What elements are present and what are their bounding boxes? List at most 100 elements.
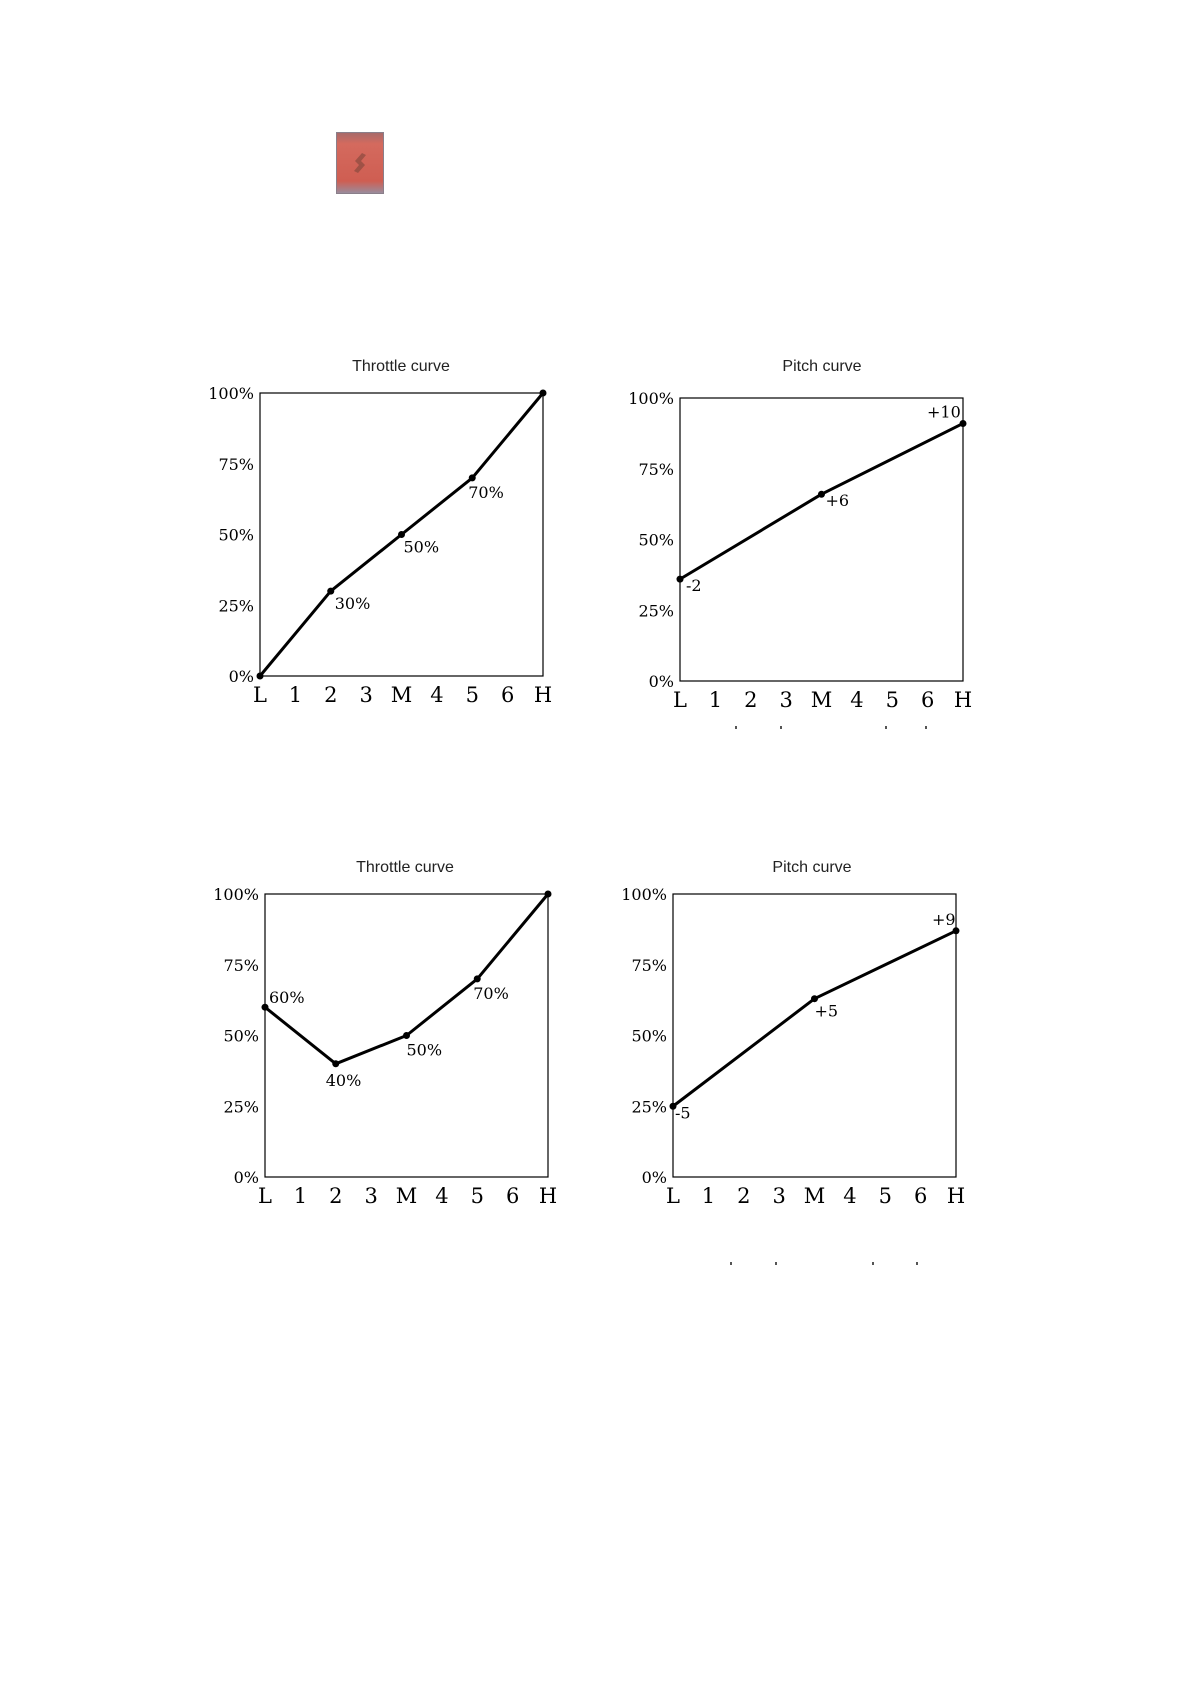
y-tick-label: 25% [218, 596, 254, 615]
y-tick-label: 0% [649, 672, 674, 691]
data-point [811, 995, 818, 1003]
y-tick-label: 25% [223, 1097, 259, 1116]
series-line [679, 422, 964, 581]
scan-artifact [735, 726, 737, 729]
data-point [669, 1102, 677, 1110]
data-label: +10 [927, 402, 961, 421]
scan-artifact [780, 726, 782, 729]
data-label: 60% [269, 988, 305, 1007]
data-label: -5 [675, 1103, 691, 1122]
data-label: +9 [932, 910, 956, 929]
y-tick-label: 100% [208, 384, 254, 403]
x-tick-label: 3 [772, 1184, 785, 1208]
x-tick-label: 2 [324, 683, 337, 707]
x-tick-label: H [539, 1184, 557, 1208]
y-tick-label: 100% [628, 389, 674, 408]
data-point [539, 389, 547, 397]
x-tick-label: 2 [329, 1184, 342, 1208]
plot-frame [679, 397, 964, 682]
y-tick-label: 75% [223, 956, 259, 975]
scan-artifact [885, 726, 887, 729]
data-label: 40% [326, 1071, 362, 1090]
chart-title: Pitch curve [782, 358, 861, 375]
scan-artifact [872, 1262, 874, 1265]
x-tick-label: 5 [886, 688, 899, 712]
x-tick-label: 5 [466, 683, 479, 707]
x-tick-label: L [258, 1184, 272, 1208]
x-tick-label: H [534, 683, 552, 707]
data-label: +6 [826, 491, 850, 510]
x-tick-label: L [673, 688, 687, 712]
y-tick-label: 50% [638, 531, 674, 550]
chart-title: Throttle curve [352, 358, 450, 375]
y-tick-label: 50% [223, 1027, 259, 1046]
x-tick-label: 4 [435, 1184, 448, 1208]
x-tick-label: M [396, 1184, 418, 1208]
data-label: -2 [686, 576, 702, 595]
y-tick-label: 75% [218, 455, 254, 474]
scan-artifact [730, 1262, 732, 1265]
data-label: +5 [815, 1002, 839, 1021]
data-point [676, 575, 684, 583]
x-tick-label: 1 [289, 683, 302, 707]
y-tick-label: 25% [638, 601, 674, 620]
data-point [952, 927, 960, 935]
x-tick-label: 1 [294, 1184, 307, 1208]
data-label: 30% [335, 594, 371, 613]
data-point [959, 419, 967, 427]
data-label: 50% [407, 1041, 443, 1060]
chart-title: Throttle curve [356, 859, 454, 876]
data-point [818, 490, 825, 498]
x-tick-label: M [811, 688, 833, 712]
data-point [468, 474, 476, 482]
data-point [327, 587, 335, 595]
x-tick-label: 1 [702, 1184, 715, 1208]
x-tick-label: 4 [430, 683, 443, 707]
x-tick-label: 1 [709, 688, 722, 712]
x-tick-label: 3 [359, 683, 372, 707]
scan-artifact [916, 1262, 918, 1265]
x-tick-label: M [391, 683, 413, 707]
y-tick-label: 0% [642, 1168, 667, 1187]
scan-artifact [925, 726, 927, 729]
x-tick-label: L [666, 1184, 680, 1208]
y-tick-label: 0% [234, 1168, 259, 1187]
x-tick-label: 5 [879, 1184, 892, 1208]
data-point [256, 672, 264, 680]
y-tick-label: 100% [621, 885, 667, 904]
y-tick-label: 50% [631, 1027, 667, 1046]
throttle-curve-chart-2: Throttle curve 0%25%50%75%100%L 1 2 3 M 4 5 6 H … [213, 859, 557, 1208]
x-tick-label: 6 [921, 688, 934, 712]
decorative-badge [336, 132, 384, 194]
pitch-curve-chart-1: Pitch curve 0% 25% 50% 75% 100% L 1 2 3 M 4 5 6 H -2 +… [628, 358, 972, 712]
data-point [261, 1003, 269, 1011]
x-tick-label: 4 [843, 1184, 856, 1208]
x-tick-label: 4 [850, 688, 863, 712]
plot-frame [672, 893, 957, 1178]
data-label: 70% [468, 483, 504, 502]
y-tick-label: 0% [229, 667, 254, 686]
data-label: 70% [473, 984, 509, 1003]
data-point [544, 890, 552, 898]
x-tick-label: 3 [364, 1184, 377, 1208]
data-point [473, 975, 481, 983]
x-tick-label: 5 [471, 1184, 484, 1208]
plot-frame [264, 893, 549, 1178]
x-tick-label: 6 [501, 683, 514, 707]
data-label: 50% [404, 538, 440, 557]
figure-icon [354, 153, 366, 173]
y-tick-label: 75% [638, 460, 674, 479]
x-tick-label: 2 [737, 1184, 750, 1208]
x-tick-label: H [947, 1184, 965, 1208]
plot-frame [259, 392, 544, 677]
pitch-curve-chart-2: Pitch curve 0% 25% 50% 75% 100% L 1 2 3 M 4 5 6 H -5 +… [621, 859, 965, 1208]
data-point [403, 1032, 410, 1039]
x-tick-label: 6 [506, 1184, 519, 1208]
y-tick-label: 50% [218, 526, 254, 545]
y-tick-label: 25% [631, 1097, 667, 1116]
scan-artifact [775, 1262, 777, 1265]
chart-title: Pitch curve [772, 859, 851, 876]
x-tick-label: L [253, 683, 267, 707]
x-tick-label: M [804, 1184, 826, 1208]
throttle-curve-chart-1: Throttle curve 0%25%50%75%100%L 1 2 3 M 4 5 6 H … [208, 358, 552, 707]
